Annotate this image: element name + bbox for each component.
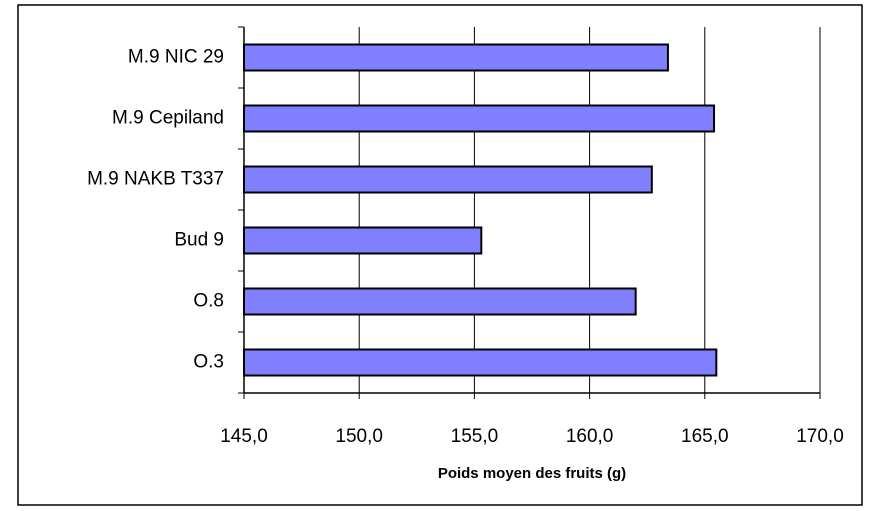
y-tick-label: Bud 9 bbox=[174, 230, 224, 251]
y-tick-label: O.3 bbox=[193, 352, 224, 373]
bar bbox=[243, 165, 653, 194]
bar bbox=[243, 287, 637, 316]
y-tick-label: O.8 bbox=[193, 291, 224, 312]
bar bbox=[243, 348, 718, 377]
y-tick-label: M.9 Cepiland bbox=[112, 108, 224, 129]
bar bbox=[243, 43, 669, 72]
x-tick-label: 150,0 bbox=[335, 426, 383, 447]
y-tick-label: M.9 NIC 29 bbox=[128, 47, 224, 68]
bar bbox=[243, 226, 483, 255]
x-tick-label: 155,0 bbox=[451, 426, 499, 447]
bar bbox=[243, 104, 716, 133]
y-tick-label: M.9 NAKB T337 bbox=[87, 169, 224, 190]
x-tick-label: 160,0 bbox=[566, 426, 614, 447]
x-axis-label: Poids moyen des fruits (g) bbox=[438, 465, 626, 482]
x-tick-label: 145,0 bbox=[220, 426, 268, 447]
chart-frame bbox=[17, 4, 863, 506]
x-tick-label: 165,0 bbox=[681, 426, 729, 447]
x-tick-label: 170,0 bbox=[796, 426, 844, 447]
